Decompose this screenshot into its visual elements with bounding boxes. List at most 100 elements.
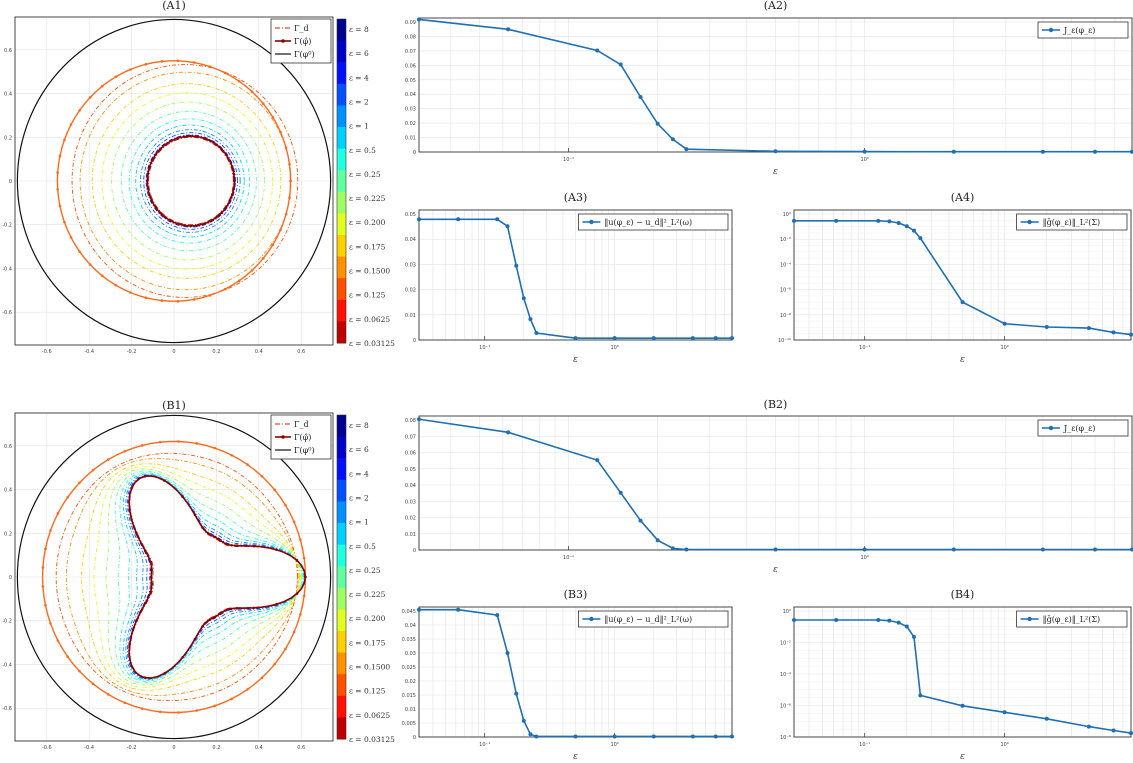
y-tick-label: 0.08 [405, 418, 416, 424]
data-point [887, 219, 892, 224]
initial-contour [41, 440, 307, 714]
data-point [773, 149, 778, 154]
initial-marker [44, 547, 47, 551]
epsilon-contour [128, 475, 306, 679]
colorbar-segment [337, 652, 346, 675]
epsilon-contour [140, 129, 241, 233]
colorbar-segment [337, 213, 346, 236]
reconstructed-marker [150, 200, 154, 203]
y-tick-label: 0.02 [405, 679, 416, 685]
legend: ‖ḡ(φ_ε)‖_L²(Σ) [1016, 610, 1128, 628]
reconstructed-marker [225, 542, 229, 546]
y-tick-label: 0.02 [405, 516, 416, 522]
data-point [896, 620, 901, 625]
data-point [1111, 330, 1116, 335]
data-point [834, 618, 839, 622]
data-point [595, 48, 600, 53]
reconstructed-marker [144, 601, 147, 605]
reconstructed-marker [235, 544, 238, 548]
legend-box [1037, 419, 1129, 437]
data-point [514, 263, 519, 268]
y-tick-label: 0.05 [405, 212, 416, 218]
y-tick-label: 0.005 [402, 721, 416, 727]
colorbar-segment [337, 62, 346, 85]
data-point [904, 624, 909, 629]
epsilon-contour [120, 110, 257, 252]
data-point [834, 218, 839, 223]
reconstructed-marker [149, 575, 153, 579]
series-line [419, 608, 732, 738]
initial-marker [160, 299, 164, 302]
panel-a2: (A2) 0.09 0.08 0.07 0.06 0.05 0.04 0.03 0.02 0.01… [405, 0, 1133, 177]
data-point [1130, 547, 1133, 552]
data-point [876, 618, 881, 622]
reconstructed-marker [220, 211, 223, 215]
domain-boundary [16, 18, 332, 344]
reconstructed-marker [135, 619, 138, 623]
initial-marker [78, 250, 81, 253]
data-point [960, 703, 965, 708]
reconstructed-marker [144, 549, 147, 553]
initial-marker [195, 709, 199, 712]
initial-marker [49, 622, 52, 625]
data-point [951, 149, 956, 154]
y-tick-label: 10⁻⁸ [780, 313, 791, 319]
epsilon-contour [71, 64, 299, 298]
data-point [618, 490, 623, 495]
y-tick-label: 10⁰ [783, 212, 791, 218]
colorbar-label: ε = 1 [349, 122, 369, 131]
y-tick-label: 0 [9, 575, 12, 581]
data-point [655, 538, 660, 543]
y-tick-label: 0 [413, 150, 416, 156]
panel-title: (A3) [564, 191, 588, 204]
initial-marker [213, 446, 216, 450]
data-point [911, 634, 916, 639]
x-axis-label: ε [773, 167, 778, 177]
y-tick-label: 0 [413, 338, 416, 344]
reconstructed-marker [182, 224, 186, 227]
initial-marker [262, 102, 265, 105]
axes-box [14, 16, 334, 346]
series-line [418, 418, 1132, 551]
colorbar-segment [337, 415, 346, 438]
x-tick-label: 0.4 [255, 745, 263, 751]
data-point [612, 734, 617, 739]
y-tick-label: 0.07 [405, 434, 416, 440]
y-tick-label: 0.09 [405, 20, 416, 26]
y-tick-label: 10⁻¹⁰ [778, 338, 791, 344]
reconstructed-marker [146, 179, 149, 183]
data-point [904, 224, 909, 229]
initial-contour [56, 60, 292, 302]
reconstructed-marker [154, 153, 157, 156]
reconstructed-marker [176, 222, 179, 225]
data-point [1111, 728, 1116, 733]
y-tick-label: 0.01 [405, 532, 416, 538]
reconstructed-marker [193, 637, 197, 641]
panel-a1: (A1) -0.6 -0.4 -0.2 0 0.2 0.4 0.6 0.6 0.4 0.2 0 -0.2… [2, 0, 395, 355]
x-tick-label: 0.2 [212, 349, 220, 355]
reconstructed-marker [130, 665, 134, 668]
epsilon-contour [122, 473, 305, 681]
epsilon-contour [126, 474, 306, 680]
reconstructed-marker [215, 216, 218, 219]
data-point [670, 546, 675, 551]
x-tick-label: -0.4 [84, 349, 94, 355]
initial-marker [288, 162, 291, 166]
y-tick-label: 0.06 [405, 63, 416, 69]
data-point [505, 224, 510, 229]
y-tick-label: 0.035 [402, 637, 416, 643]
x-tick-label: 0.4 [255, 349, 263, 355]
legend-box [1016, 213, 1128, 231]
domain-boundary [16, 414, 332, 740]
colorbar-segment [337, 631, 346, 654]
reconstructed-marker [154, 206, 157, 209]
initial-marker [299, 538, 302, 541]
x-tick-label: 10⁻¹ [479, 742, 490, 748]
colorbar-label: ε = 0.225 [349, 194, 386, 203]
legend-box [1016, 610, 1128, 628]
initial-marker [129, 68, 132, 71]
y-tick-label: 0.08 [405, 34, 416, 40]
data-point [670, 137, 675, 142]
initial-marker [88, 96, 92, 99]
